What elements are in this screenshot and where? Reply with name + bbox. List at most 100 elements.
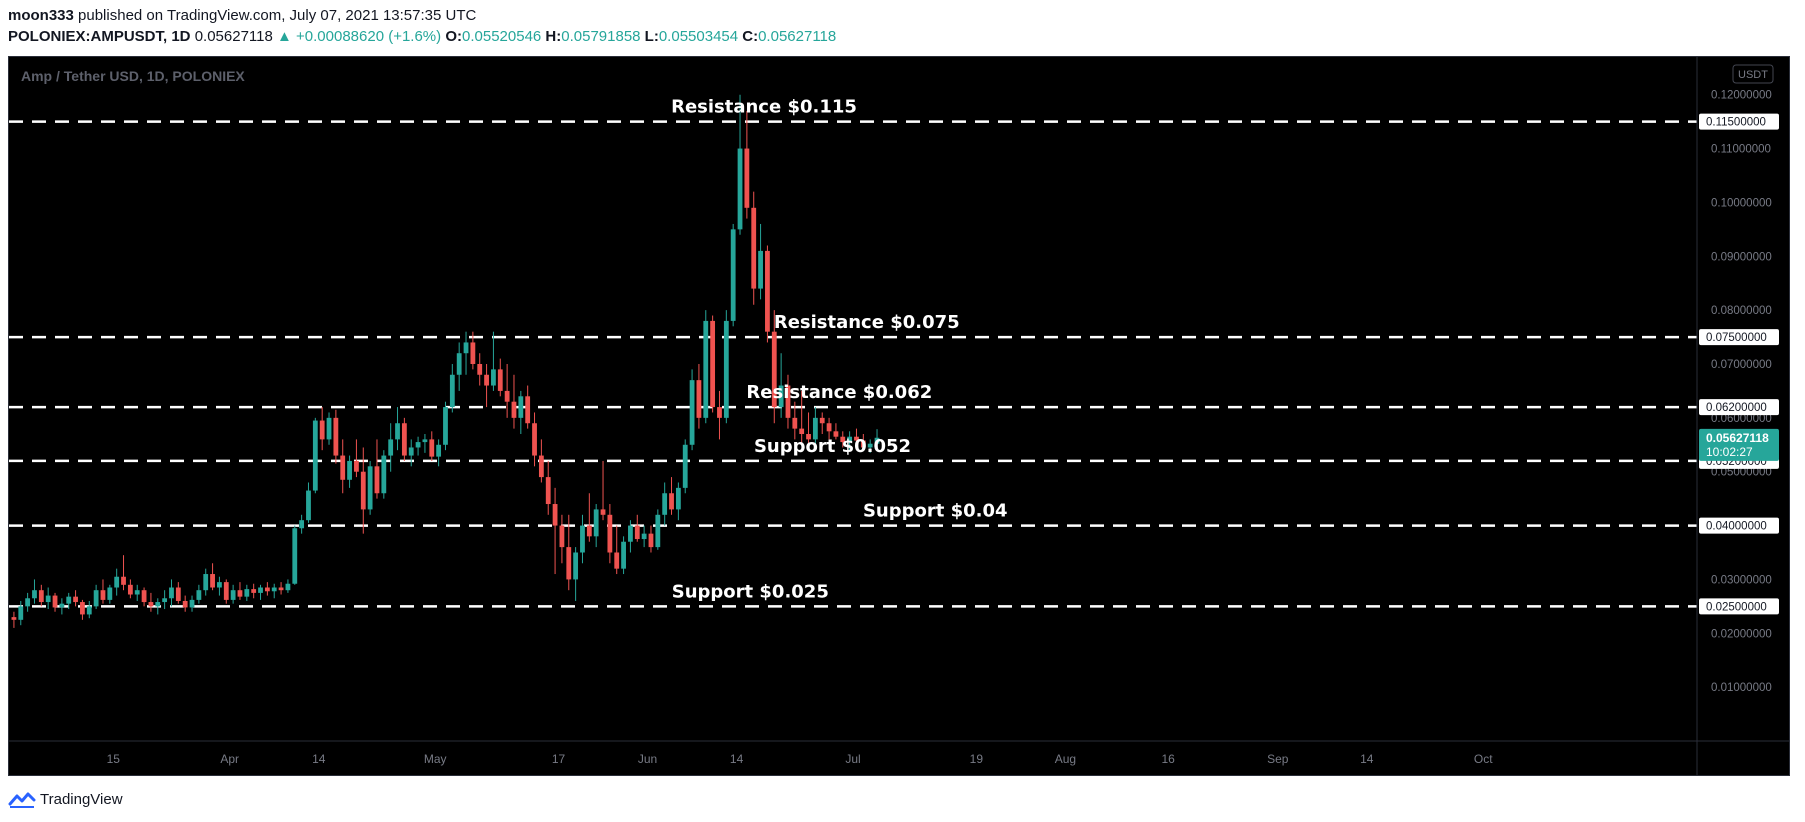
high-value: 0.05791858 xyxy=(561,28,641,45)
candle-body xyxy=(333,417,339,456)
candle-body xyxy=(292,528,298,584)
candle-body xyxy=(278,587,284,591)
high-label: H: xyxy=(545,28,562,45)
candle-body xyxy=(463,342,469,354)
candle-body xyxy=(771,331,777,408)
candle-body xyxy=(395,423,400,440)
level-label: Support $0.052 xyxy=(754,436,911,457)
candlestick-chart[interactable]: Resistance $0.115 Resistance $0.075 Resist… xyxy=(9,57,1790,776)
candle-body xyxy=(347,460,352,480)
brand-name[interactable]: TradingView xyxy=(40,790,123,808)
open-label: O: xyxy=(445,28,462,45)
candle-body xyxy=(80,602,85,615)
candle-body xyxy=(867,443,873,448)
candle-body xyxy=(765,250,770,332)
candle-body xyxy=(319,420,325,440)
candle-body xyxy=(429,439,435,457)
candle-body xyxy=(271,587,277,592)
candle-body xyxy=(607,514,613,553)
candle-body xyxy=(86,606,92,615)
low-label: L: xyxy=(644,28,659,45)
candle-body xyxy=(723,320,729,418)
candle-body xyxy=(175,587,181,601)
candle-body xyxy=(388,439,394,456)
candle-body xyxy=(497,369,503,391)
tradingview-logo-icon[interactable] xyxy=(8,790,36,808)
published-text: published on TradingView.com, July 07, 2… xyxy=(78,7,477,24)
candle-body xyxy=(306,490,311,521)
candle-body xyxy=(573,552,579,580)
candle-body xyxy=(470,342,476,364)
candle-body xyxy=(203,574,209,591)
level-price-tag xyxy=(1699,329,1779,346)
candle-body xyxy=(792,417,798,429)
candle-body xyxy=(833,431,839,437)
candle-body xyxy=(758,250,763,289)
level-price-tag-text: 0.04000000 xyxy=(1706,521,1767,533)
candle-body xyxy=(634,525,640,540)
candle-body xyxy=(340,455,346,480)
candle-body xyxy=(641,533,647,540)
candle-body xyxy=(18,606,24,620)
author-name[interactable]: moon333 xyxy=(8,7,74,24)
price-tick-label: 0.11000000 xyxy=(1711,144,1771,156)
price-tick-label: 0.05000000 xyxy=(1711,467,1772,479)
price-change: ▲ +0.00088620 (+1.6%) xyxy=(277,28,442,45)
candle-body xyxy=(217,582,222,588)
candle-body xyxy=(785,385,791,418)
chart-header: moon333 published on TradingView.com, Ju… xyxy=(8,6,1798,48)
candle-body xyxy=(525,396,531,424)
candle-body xyxy=(25,598,31,607)
candle-body xyxy=(52,595,58,608)
candle-body xyxy=(874,437,880,444)
candle-body xyxy=(162,598,168,603)
candle-body xyxy=(545,477,551,505)
chart-frame[interactable]: Resistance $0.115 Resistance $0.075 Resist… xyxy=(8,56,1790,776)
currency-badge-box[interactable] xyxy=(1732,64,1774,84)
candle-body xyxy=(210,574,215,588)
level-price-tag xyxy=(1699,113,1779,130)
candle-body xyxy=(689,380,695,445)
level-price-tag xyxy=(1699,517,1779,534)
candle-body xyxy=(737,148,743,230)
time-tick-label: 15 xyxy=(107,752,121,766)
candle-body xyxy=(11,617,17,620)
candle-body xyxy=(696,380,702,418)
price-tick-label: 0.01000000 xyxy=(1711,682,1772,694)
candle-body xyxy=(751,207,757,289)
candle-body xyxy=(682,444,688,488)
candle-body xyxy=(408,447,414,456)
candle-body xyxy=(401,423,407,456)
candle-body xyxy=(717,407,722,418)
candle-body xyxy=(744,148,750,208)
candle-body xyxy=(730,229,736,321)
candle-body xyxy=(580,525,585,553)
currency-badge[interactable]: USDT xyxy=(1738,69,1768,81)
close-value: 0.05627118 xyxy=(758,28,837,45)
price-tick-label: 0.10000000 xyxy=(1711,197,1772,209)
time-tick-label: 14 xyxy=(1360,752,1374,766)
level-price-tag xyxy=(1699,399,1779,416)
candle-body xyxy=(155,602,161,607)
time-tick-label: Aug xyxy=(1055,752,1076,766)
candle-body xyxy=(45,595,51,603)
candle-body xyxy=(251,589,257,593)
candle-body xyxy=(285,583,291,591)
candle-body xyxy=(826,423,832,432)
candle-body xyxy=(600,509,606,515)
time-axis[interactable]: 15 Apr 14 May 17 Jun 14 Jul 19 Aug 16 Sep 14 Oct xyxy=(107,752,1494,766)
candle-body xyxy=(121,576,126,585)
candle-body xyxy=(114,576,120,588)
level-label: Support $0.04 xyxy=(863,501,1008,522)
candle-body xyxy=(799,428,805,435)
time-tick-label: Oct xyxy=(1474,752,1493,766)
current-price-value: 0.05627118 xyxy=(1706,431,1769,445)
candle-body xyxy=(449,374,455,408)
candle-body xyxy=(648,533,654,548)
candle-body xyxy=(107,587,113,600)
candle-body xyxy=(264,587,270,592)
candle-body xyxy=(538,455,544,478)
time-tick-label: 19 xyxy=(970,752,984,766)
candle-body xyxy=(504,390,510,402)
candle-body xyxy=(614,552,620,569)
